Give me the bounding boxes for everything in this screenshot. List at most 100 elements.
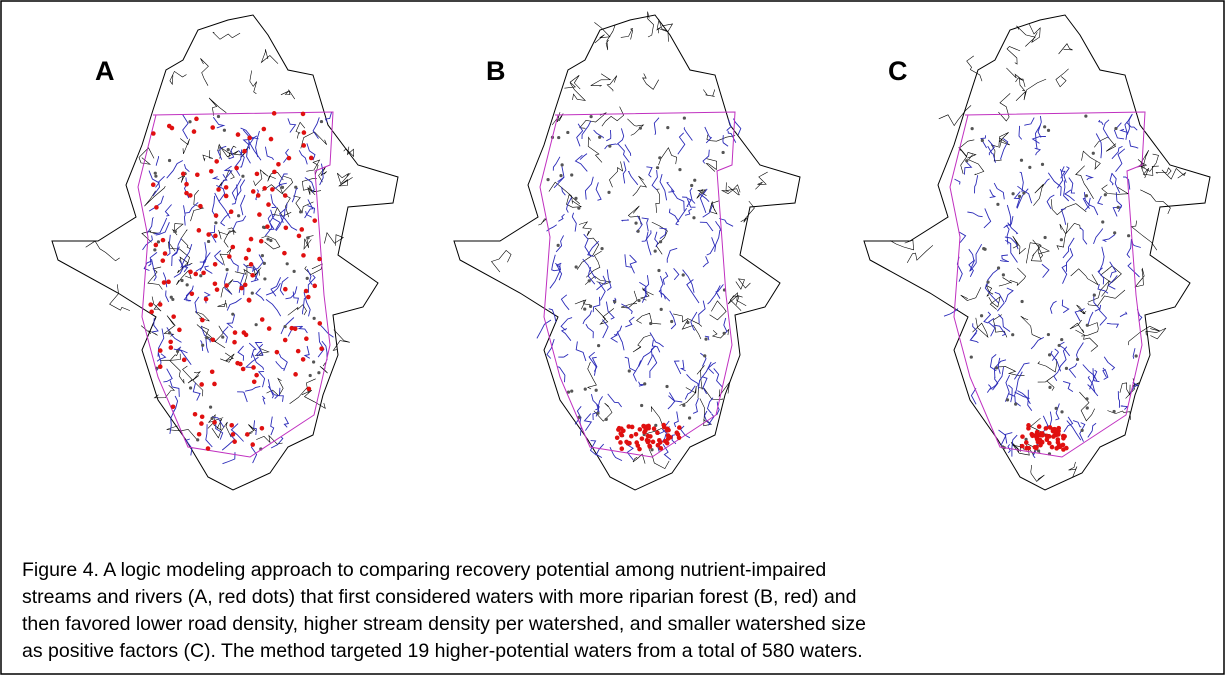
stream <box>278 353 288 372</box>
highlighted-water <box>162 251 168 256</box>
stream <box>649 332 664 348</box>
stream <box>245 385 261 392</box>
impaired-water <box>666 126 670 130</box>
stream <box>1068 363 1078 378</box>
stream <box>287 118 297 133</box>
watershed-boundary <box>1076 304 1087 315</box>
watershed-boundary <box>267 172 284 182</box>
watershed-boundary <box>708 200 720 215</box>
highlighted-water <box>157 364 163 369</box>
map <box>863 14 1211 491</box>
stream <box>1119 311 1128 318</box>
stream <box>1063 166 1070 183</box>
stream <box>230 423 244 442</box>
highlighted-water <box>1026 423 1031 428</box>
stream <box>560 294 570 311</box>
impaired-water <box>577 206 581 210</box>
highlighted-water <box>1044 433 1050 439</box>
stream <box>1098 246 1105 273</box>
highlighted-water <box>242 282 248 288</box>
highlighted-water <box>614 435 620 441</box>
watershed-boundary <box>343 146 355 158</box>
highlighted-water <box>1056 432 1061 437</box>
watershed-boundary <box>287 304 307 316</box>
impaired-water <box>570 389 574 393</box>
highlighted-water <box>188 269 193 275</box>
highlighted-water <box>639 436 645 441</box>
watershed-boundary <box>609 161 624 188</box>
stream <box>554 262 562 272</box>
impaired-water <box>650 448 654 452</box>
impaired-water <box>598 135 602 139</box>
impaired-water <box>678 167 682 172</box>
impaired-water <box>214 221 218 225</box>
highlighted-water <box>205 446 211 451</box>
highlighted-water <box>254 372 259 378</box>
stream <box>1006 204 1012 227</box>
impaired-water <box>241 174 245 178</box>
stream <box>589 440 597 456</box>
watershed-boundary <box>586 361 597 390</box>
stream <box>1014 391 1030 399</box>
watershed-boundary <box>169 347 181 361</box>
watershed-boundary <box>1055 68 1069 88</box>
highlighted-water <box>312 218 318 223</box>
stream <box>319 163 324 186</box>
highlighted-water <box>296 233 302 239</box>
watershed-boundary <box>574 299 591 310</box>
stream <box>1111 145 1123 160</box>
highlighted-water <box>184 190 189 196</box>
stream <box>686 279 700 304</box>
watershed-boundary <box>490 249 512 273</box>
stream <box>699 188 708 214</box>
watershed-boundary <box>182 365 200 384</box>
highlighted-water <box>157 302 163 307</box>
stream <box>704 335 710 341</box>
impaired-water <box>970 127 974 131</box>
watershed-boundary <box>280 89 296 100</box>
impaired-water <box>556 243 560 247</box>
stream <box>566 196 573 213</box>
watershed-boundary <box>585 250 602 278</box>
stream <box>667 392 676 410</box>
highlighted-water <box>200 317 205 323</box>
stream <box>1008 393 1021 407</box>
stream <box>679 359 686 372</box>
watershed-boundary <box>220 279 234 298</box>
watershed-boundary <box>696 188 707 199</box>
stream <box>557 366 566 383</box>
impaired-water <box>670 319 674 324</box>
stream <box>1061 299 1070 314</box>
stream <box>1103 356 1116 371</box>
highlighted-water <box>300 111 306 117</box>
highlighted-water <box>637 427 643 432</box>
highlighted-water <box>662 439 668 444</box>
watershed-boundary <box>721 184 741 194</box>
highlighted-water <box>246 297 252 303</box>
highlighted-water <box>1029 431 1035 437</box>
stream <box>1058 341 1071 357</box>
highlighted-water <box>1038 431 1044 436</box>
stream <box>994 291 1005 312</box>
stream <box>592 404 600 421</box>
highlighted-water <box>195 172 200 178</box>
stream <box>556 262 563 281</box>
highlighted-water <box>257 212 262 217</box>
highlighted-water <box>238 361 243 367</box>
watershed-boundary <box>306 159 321 176</box>
stream <box>625 316 635 328</box>
stream <box>555 235 564 253</box>
stream <box>682 269 695 293</box>
impaired-water <box>153 171 157 175</box>
highlighted-water <box>170 404 176 410</box>
watershed-boundary <box>204 325 226 349</box>
highlighted-water <box>268 136 274 142</box>
watershed-boundary <box>627 118 645 136</box>
impaired-water <box>1020 299 1024 304</box>
watershed-boundary <box>1068 461 1078 478</box>
impaired-water <box>1085 323 1089 327</box>
watershed-boundary <box>696 365 705 390</box>
stream <box>1050 350 1062 372</box>
stream <box>673 268 680 281</box>
impaired-water <box>206 239 211 244</box>
